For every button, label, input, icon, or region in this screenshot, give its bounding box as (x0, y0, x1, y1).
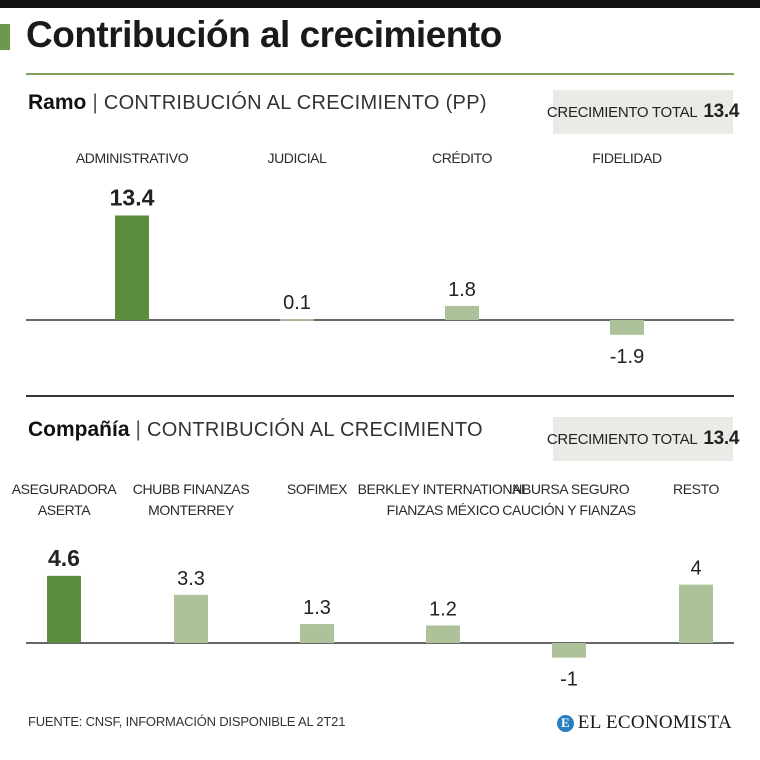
compania-category-label: RESTO (673, 481, 719, 497)
ramo-bar (610, 320, 644, 335)
ramo-section-title: Ramo | CONTRIBUCIÓN AL CRECIMIENTO (PP) (28, 91, 487, 114)
top-bar (0, 0, 760, 8)
compania-bar (426, 625, 460, 643)
ramo-heading: Ramo (28, 91, 87, 114)
ramo-category-label: FIDELIDAD (592, 150, 662, 166)
ramo-value-label: -1.9 (610, 346, 644, 368)
ramo-total-box: CRECIMIENTO TOTAL 13.4 (547, 90, 739, 134)
ramo-bar (280, 319, 314, 321)
compania-value-label: 1.3 (303, 597, 331, 619)
compania-value-label: 4 (690, 558, 701, 580)
compania-bar (300, 624, 334, 643)
ramo-value-label: 1.8 (448, 279, 476, 301)
compania-total-value: 13.4 (703, 428, 740, 449)
compania-bar (679, 584, 713, 643)
compania-category-label: CAUCIÓN Y FIANZAS (502, 502, 636, 518)
ramo-subtitle: CONTRIBUCIÓN AL CRECIMIENTO (PP) (103, 92, 487, 114)
compania-value-label: 3.3 (177, 568, 205, 590)
brand-icon: E (556, 714, 574, 732)
compania-value-label: -1 (560, 669, 578, 691)
compania-value-label: 1.2 (429, 598, 457, 620)
section-divider (26, 395, 734, 397)
ramo-value-label: 0.1 (283, 292, 311, 314)
compania-category-label: SOFIMEX (287, 481, 348, 497)
compania-total-box: CRECIMIENTO TOTAL 13.4 (547, 417, 739, 461)
source-note: FUENTE: CNSF, INFORMACIÓN DISPONIBLE AL … (28, 714, 346, 729)
ramo-category-label: JUDICIAL (267, 150, 327, 166)
compania-section-title: Compañía | CONTRIBUCIÓN AL CRECIMIENTO (28, 418, 483, 441)
compania-category-label: BERKLEY INTERNATIONAL (358, 481, 529, 497)
ramo-bar (445, 305, 479, 320)
compania-category-label: INBURSA SEGURO (509, 481, 630, 497)
compania-value-label: 4.6 (48, 545, 80, 571)
compania-category-label: CHUBB FINANZAS (133, 481, 250, 497)
ramo-total-label: CRECIMIENTO TOTAL (546, 103, 698, 121)
compania-category-label: ASEGURADORA (12, 481, 118, 497)
ramo-category-label: ADMINISTRATIVO (76, 150, 189, 166)
compania-category-label: MONTERREY (148, 502, 235, 518)
ramo-category-label: CRÉDITO (432, 150, 492, 166)
ramo-bar (115, 215, 149, 320)
compania-category-label: ASERTA (38, 502, 91, 518)
compania-subtitle: CONTRIBUCIÓN AL CRECIMIENTO (146, 419, 483, 441)
compania-total-label: CRECIMIENTO TOTAL (546, 430, 698, 448)
compania-bar (174, 594, 208, 643)
page-title: Contribución al crecimiento (26, 14, 502, 55)
title-accent-mark (0, 24, 10, 50)
compania-bar (552, 643, 586, 658)
compania-category-label: FIANZAS MÉXICO (387, 502, 500, 518)
title-rule (26, 73, 734, 75)
brand-name: EL ECONOMISTA (577, 712, 732, 733)
compania-heading: Compañía (28, 418, 130, 441)
compania-bar (47, 575, 81, 643)
brand-logo: E EL ECONOMISTA (556, 712, 732, 734)
ramo-value-label: 13.4 (110, 184, 155, 210)
ramo-total-value: 13.4 (703, 101, 740, 122)
